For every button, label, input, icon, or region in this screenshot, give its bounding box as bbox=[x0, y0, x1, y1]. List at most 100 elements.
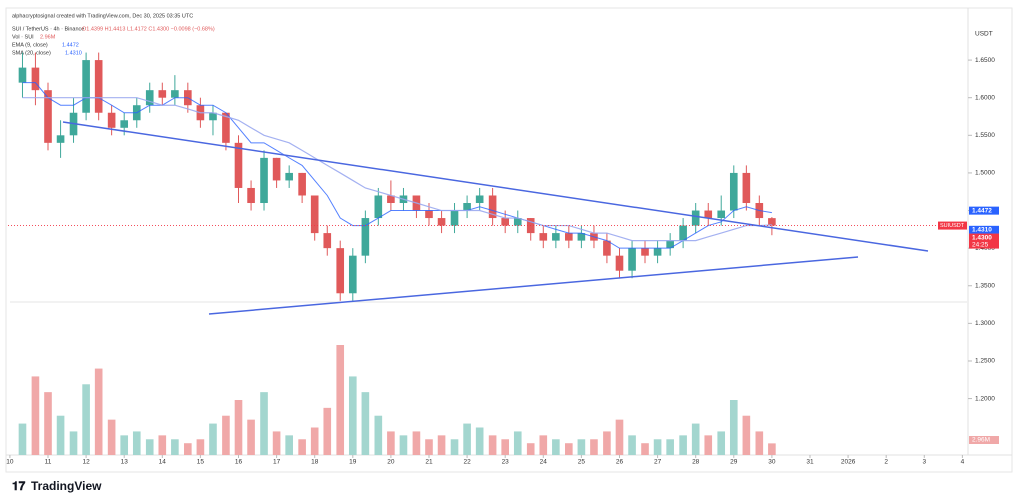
volume-bar bbox=[31, 376, 40, 455]
volume-bar bbox=[615, 419, 624, 455]
y-tick-label: 1.2500 bbox=[975, 358, 995, 365]
candle-body bbox=[94, 60, 103, 113]
volume-bar bbox=[539, 435, 548, 455]
candle-body bbox=[82, 60, 90, 113]
countdown: 24:25 bbox=[972, 241, 989, 248]
candle-body bbox=[615, 255, 624, 271]
ascending-trendline bbox=[208, 256, 859, 315]
volume-bar bbox=[348, 376, 357, 455]
candle-body bbox=[425, 210, 433, 219]
y-tick-label: 1.6500 bbox=[975, 57, 995, 64]
candle-body bbox=[475, 195, 484, 204]
x-tick-label: 25 bbox=[578, 459, 586, 466]
descending-trendline bbox=[62, 121, 929, 252]
sma-legend-value: 1.4310 bbox=[65, 50, 82, 56]
x-tick-label: 10 bbox=[6, 459, 14, 466]
candle-body bbox=[222, 112, 230, 143]
candle-body bbox=[679, 225, 687, 241]
volume-bar bbox=[107, 419, 116, 455]
volume-bar bbox=[145, 439, 154, 455]
volume-bar bbox=[729, 400, 738, 455]
price-pane bbox=[8, 52, 968, 301]
volume-bar bbox=[272, 431, 281, 455]
x-tick-label: 13 bbox=[121, 459, 129, 466]
candle-body bbox=[18, 67, 27, 83]
volume-bar bbox=[132, 431, 141, 455]
candle-body bbox=[437, 218, 446, 226]
candle-body bbox=[742, 172, 751, 204]
x-tick-label: 16 bbox=[235, 459, 243, 466]
candle-body bbox=[717, 210, 726, 219]
x-tick-label: 27 bbox=[654, 459, 662, 466]
volume-bar bbox=[513, 431, 522, 455]
volume-bar bbox=[44, 392, 52, 455]
x-tick-label: 20 bbox=[387, 459, 395, 466]
x-tick-label: 2 bbox=[884, 459, 888, 466]
volume-bar bbox=[501, 439, 510, 455]
symbol-tag: SUIUSDT bbox=[940, 223, 965, 229]
candle-body bbox=[56, 135, 65, 143]
volume-bar bbox=[577, 439, 586, 455]
volume-bar bbox=[120, 435, 129, 455]
volume-bar bbox=[666, 439, 674, 455]
candle-body bbox=[209, 112, 217, 121]
volume-bar bbox=[374, 415, 383, 455]
volume-bar bbox=[323, 407, 332, 455]
candle-body bbox=[539, 233, 548, 241]
x-tick-label: 12 bbox=[82, 459, 90, 466]
volume-bar bbox=[755, 431, 764, 455]
volume-bar bbox=[450, 439, 459, 455]
volume-bar bbox=[222, 415, 230, 455]
volume-bar bbox=[475, 427, 484, 455]
y-tick-label: 1.3500 bbox=[975, 282, 995, 289]
candle-body bbox=[158, 90, 167, 98]
x-tick-label: 22 bbox=[463, 459, 471, 466]
candle-body bbox=[641, 248, 649, 256]
brand-logo: 𝟏𝟕 TradingView bbox=[12, 479, 102, 493]
volume-bar bbox=[171, 439, 179, 455]
volume-bar bbox=[488, 435, 497, 455]
x-tick-label: 19 bbox=[349, 459, 357, 466]
candle-body bbox=[577, 233, 586, 241]
axis-unit: USDT bbox=[975, 31, 993, 38]
volume-bar bbox=[641, 443, 649, 455]
x-tick-label: 30 bbox=[768, 459, 776, 466]
price-label-box bbox=[969, 206, 999, 215]
candle-body bbox=[691, 210, 700, 226]
candle-body bbox=[628, 248, 636, 271]
volume-bar bbox=[82, 384, 90, 455]
candle-body bbox=[463, 203, 471, 211]
sma-legend: SMA (20, close) bbox=[12, 50, 51, 56]
volume-bar bbox=[18, 423, 27, 455]
volume-bar bbox=[717, 431, 726, 455]
symbol: SUI / TetherUS · 4h · Binance bbox=[12, 26, 84, 32]
ema-legend-value: 1.4472 bbox=[62, 42, 79, 48]
candle-body bbox=[298, 172, 306, 196]
volume-bar bbox=[742, 415, 751, 455]
price-label: 1.4300 bbox=[972, 234, 992, 241]
candle-body bbox=[145, 90, 154, 106]
x-tick-label: 15 bbox=[197, 459, 205, 466]
volume-bar bbox=[653, 439, 662, 455]
candle-body bbox=[450, 210, 459, 226]
x-tick-label: 29 bbox=[730, 459, 738, 466]
indicator-line bbox=[22, 82, 772, 249]
x-tick-label: 18 bbox=[311, 459, 319, 466]
volume-bar bbox=[399, 435, 408, 455]
volume-bar bbox=[425, 439, 433, 455]
volume-bar bbox=[196, 439, 205, 455]
y-tick-label: 1.5500 bbox=[975, 132, 995, 139]
volume-bar bbox=[298, 439, 306, 455]
chart-frame bbox=[5, 7, 1013, 473]
candle-body bbox=[666, 240, 674, 249]
candle-body bbox=[31, 67, 40, 91]
volume-bar bbox=[158, 435, 167, 455]
symbol-tag-box bbox=[938, 221, 967, 230]
candle-body bbox=[513, 218, 522, 226]
y-tick-label: 1.3000 bbox=[975, 320, 995, 327]
y-tick-label: 1.5000 bbox=[975, 170, 995, 177]
volume-bar bbox=[94, 368, 103, 455]
volume-bar bbox=[628, 435, 636, 455]
